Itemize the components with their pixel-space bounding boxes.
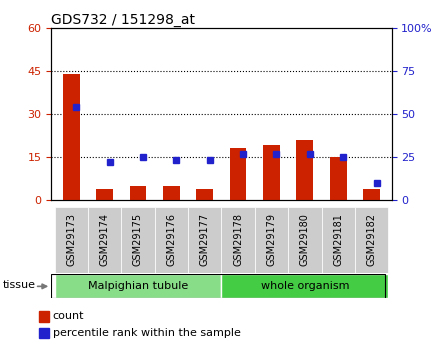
Text: Malpighian tubule: Malpighian tubule xyxy=(88,282,188,291)
Bar xyxy=(129,186,146,200)
Text: GSM29180: GSM29180 xyxy=(300,213,310,266)
Bar xyxy=(296,140,313,200)
Bar xyxy=(330,157,347,200)
Text: GSM29181: GSM29181 xyxy=(333,213,343,266)
Text: GSM29173: GSM29173 xyxy=(66,213,76,266)
Text: GDS732 / 151298_at: GDS732 / 151298_at xyxy=(51,12,195,27)
Bar xyxy=(96,189,113,200)
Text: count: count xyxy=(53,312,84,321)
FancyBboxPatch shape xyxy=(188,207,222,273)
Text: whole organism: whole organism xyxy=(261,282,349,291)
Text: percentile rank within the sample: percentile rank within the sample xyxy=(53,328,240,338)
Bar xyxy=(196,189,213,200)
FancyBboxPatch shape xyxy=(222,207,255,273)
FancyBboxPatch shape xyxy=(288,207,322,273)
FancyBboxPatch shape xyxy=(88,207,121,273)
FancyBboxPatch shape xyxy=(55,207,88,273)
Bar xyxy=(163,186,180,200)
Text: GSM29177: GSM29177 xyxy=(200,213,210,266)
Bar xyxy=(40,311,49,322)
Text: GSM29182: GSM29182 xyxy=(367,213,376,266)
FancyBboxPatch shape xyxy=(155,207,188,273)
Text: GSM29176: GSM29176 xyxy=(166,213,176,266)
Text: GSM29174: GSM29174 xyxy=(100,213,109,266)
FancyBboxPatch shape xyxy=(55,274,222,298)
Bar xyxy=(363,189,380,200)
FancyBboxPatch shape xyxy=(222,274,388,298)
Text: GSM29178: GSM29178 xyxy=(233,213,243,266)
FancyBboxPatch shape xyxy=(121,207,155,273)
Bar xyxy=(230,148,247,200)
Text: GSM29179: GSM29179 xyxy=(267,213,276,266)
Text: GSM29175: GSM29175 xyxy=(133,213,143,266)
Bar xyxy=(63,73,80,200)
Bar xyxy=(40,328,49,338)
FancyBboxPatch shape xyxy=(255,207,288,273)
FancyBboxPatch shape xyxy=(322,207,355,273)
Bar xyxy=(263,146,280,200)
Text: tissue: tissue xyxy=(3,280,36,290)
FancyBboxPatch shape xyxy=(355,207,388,273)
